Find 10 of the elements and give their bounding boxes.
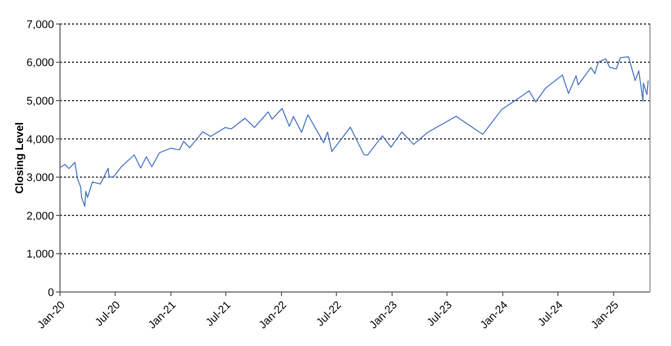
y-tick-label: 0 — [48, 286, 54, 299]
y-axis-title: Closing Level — [14, 122, 26, 194]
y-tick-label: 3,000 — [26, 172, 54, 184]
y-tick-label: 4,000 — [26, 134, 54, 146]
y-tick-label: 6,000 — [26, 57, 54, 70]
line-series — [60, 56, 649, 207]
y-tick-label: 5,000 — [26, 95, 54, 108]
y-tick-label: 7,000 — [26, 18, 54, 31]
y-tick-label: 1,000 — [26, 248, 54, 261]
y-tick-label: 2,000 — [26, 210, 54, 222]
